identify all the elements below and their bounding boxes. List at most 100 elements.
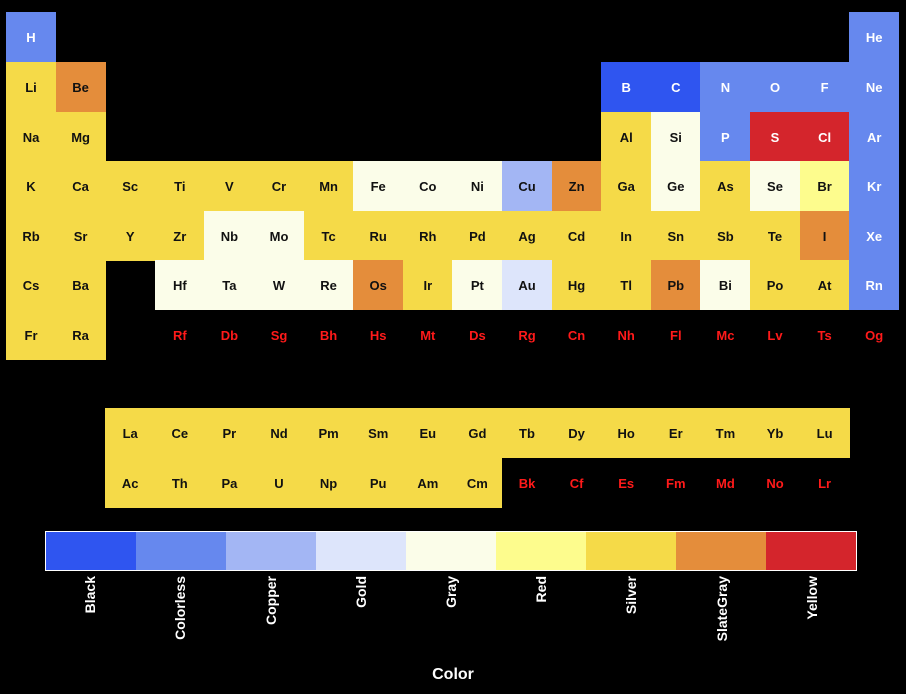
element-cell-in: In bbox=[601, 211, 652, 261]
element-cell-hs: Hs bbox=[353, 310, 404, 360]
element-cell-rn: Rn bbox=[849, 260, 900, 310]
legend-label-colorless: Colorless bbox=[170, 576, 190, 666]
legend-swatch-gold bbox=[316, 532, 406, 570]
legend-swatch-colorless bbox=[136, 532, 226, 570]
element-cell-ga: Ga bbox=[601, 161, 652, 211]
element-cell-db: Db bbox=[204, 310, 255, 360]
element-cell-ni: Ni bbox=[452, 161, 503, 211]
element-cell-s: S bbox=[750, 112, 800, 162]
legend-label-text: Black bbox=[82, 576, 99, 614]
legend-label-text: Silver bbox=[623, 576, 640, 615]
element-cell-pt: Pt bbox=[452, 260, 503, 310]
element-cell-ge: Ge bbox=[650, 161, 701, 211]
element-cell-rb: Rb bbox=[6, 211, 56, 261]
color-legend-bar bbox=[45, 531, 857, 571]
element-cell-k: K bbox=[6, 161, 56, 211]
element-cell-fr: Fr bbox=[6, 310, 56, 360]
element-cell-mn: Mn bbox=[303, 161, 354, 211]
element-cell-ru: Ru bbox=[353, 211, 404, 261]
element-cell-kr: Kr bbox=[849, 161, 900, 211]
element-cell-pd: Pd bbox=[452, 211, 503, 261]
element-cell-ac: Ac bbox=[105, 458, 156, 508]
element-cell-zn: Zn bbox=[551, 161, 602, 211]
legend-label-text: Red bbox=[533, 576, 550, 603]
element-cell-ir: Ir bbox=[402, 260, 453, 310]
element-cell-re: Re bbox=[303, 260, 354, 310]
legend-swatch-gray bbox=[406, 532, 496, 570]
element-cell-sm: Sm bbox=[353, 408, 404, 458]
element-cell-rf: Rf bbox=[154, 310, 205, 360]
legend-label-text: SlateGray bbox=[713, 576, 730, 642]
element-cell-nb: Nb bbox=[204, 211, 255, 261]
element-cell-at: At bbox=[799, 260, 850, 310]
element-cell-n: N bbox=[700, 62, 751, 112]
legend-label-text: Gray bbox=[443, 576, 459, 608]
element-cell-er: Er bbox=[650, 408, 701, 458]
element-cell-rg: Rg bbox=[502, 310, 552, 360]
element-cell-sg: Sg bbox=[254, 310, 304, 360]
element-cell-bk: Bk bbox=[502, 458, 552, 508]
element-cell-lv: Lv bbox=[750, 310, 800, 360]
element-cell-bi: Bi bbox=[700, 260, 751, 310]
element-cell-os: Os bbox=[353, 260, 404, 310]
element-cell-fl: Fl bbox=[650, 310, 701, 360]
element-cell-y: Y bbox=[105, 211, 156, 261]
element-cell-pm: Pm bbox=[303, 408, 354, 458]
element-cell-ba: Ba bbox=[55, 260, 106, 310]
element-cell-ag: Ag bbox=[502, 211, 552, 261]
element-cell-hf: Hf bbox=[154, 260, 205, 310]
element-cell-cn: Cn bbox=[551, 310, 602, 360]
legend-label-gray: Gray bbox=[441, 576, 461, 666]
element-cell-lu: Lu bbox=[799, 408, 850, 458]
element-cell-pu: Pu bbox=[353, 458, 404, 508]
element-cell-cm: Cm bbox=[452, 458, 503, 508]
element-cell-co: Co bbox=[402, 161, 453, 211]
element-cell-rh: Rh bbox=[402, 211, 453, 261]
element-cell-la: La bbox=[105, 408, 156, 458]
legend-label-red: Red bbox=[531, 576, 551, 666]
element-cell-mt: Mt bbox=[402, 310, 453, 360]
element-cell-b: B bbox=[601, 62, 652, 112]
element-cell-ho: Ho bbox=[601, 408, 652, 458]
legend-label-text: Gold bbox=[352, 576, 369, 608]
element-cell-ts: Ts bbox=[799, 310, 850, 360]
element-cell-be: Be bbox=[55, 62, 106, 112]
element-cell-se: Se bbox=[750, 161, 800, 211]
element-cell-cr: Cr bbox=[254, 161, 304, 211]
element-cell-ar: Ar bbox=[849, 112, 900, 162]
legend-label-text: Yellow bbox=[803, 576, 820, 620]
element-cell-p: P bbox=[700, 112, 751, 162]
element-cell-tc: Tc bbox=[303, 211, 354, 261]
element-cell-f: F bbox=[799, 62, 850, 112]
element-cell-fm: Fm bbox=[650, 458, 701, 508]
element-cell-pr: Pr bbox=[204, 408, 255, 458]
element-cell-yb: Yb bbox=[750, 408, 800, 458]
element-cell-pa: Pa bbox=[204, 458, 255, 508]
element-cell-np: Np bbox=[303, 458, 354, 508]
element-cell-th: Th bbox=[154, 458, 205, 508]
element-cell-mc: Mc bbox=[700, 310, 751, 360]
element-cell-c: C bbox=[650, 62, 701, 112]
element-cell-eu: Eu bbox=[402, 408, 453, 458]
legend-swatch-black bbox=[46, 532, 136, 570]
element-cell-hg: Hg bbox=[551, 260, 602, 310]
legend-label-yellow: Yellow bbox=[802, 576, 822, 666]
element-cell-h: H bbox=[6, 12, 56, 62]
element-cell-ne: Ne bbox=[849, 62, 900, 112]
legend-label-text: Copper bbox=[262, 576, 279, 625]
element-cell-u: U bbox=[254, 458, 304, 508]
element-cell-no: No bbox=[750, 458, 800, 508]
element-cell-mo: Mo bbox=[254, 211, 304, 261]
periodic-table: H He Li Be B C N O F Ne Na Mg Al Si P S Cl Ar K Ca Sc Ti V Cr Mn… bbox=[6, 12, 900, 508]
element-cell-ce: Ce bbox=[154, 408, 205, 458]
element-cell-ca: Ca bbox=[55, 161, 106, 211]
element-cell-te: Te bbox=[750, 211, 800, 261]
element-cell-lr: Lr bbox=[799, 458, 850, 508]
legend-label-text: Colorless bbox=[172, 576, 189, 640]
element-cell-tl: Tl bbox=[601, 260, 652, 310]
legend-swatch-slategray bbox=[676, 532, 766, 570]
element-cell-xe: Xe bbox=[849, 211, 900, 261]
element-cell-sr: Sr bbox=[55, 211, 106, 261]
legend-label-gold: Gold bbox=[351, 576, 371, 666]
element-cell-he: He bbox=[849, 12, 900, 62]
